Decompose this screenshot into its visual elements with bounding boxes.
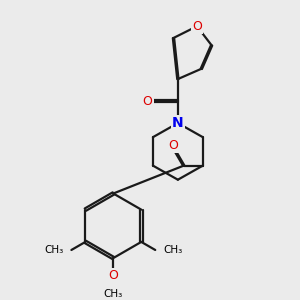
Text: CH₃: CH₃ [44, 245, 63, 255]
Text: O: O [108, 269, 118, 282]
Text: N: N [172, 116, 184, 130]
Text: O: O [168, 139, 178, 152]
Text: O: O [192, 20, 202, 33]
Text: O: O [143, 94, 153, 108]
Text: CH₃: CH₃ [104, 290, 123, 299]
Text: CH₃: CH₃ [164, 245, 183, 255]
